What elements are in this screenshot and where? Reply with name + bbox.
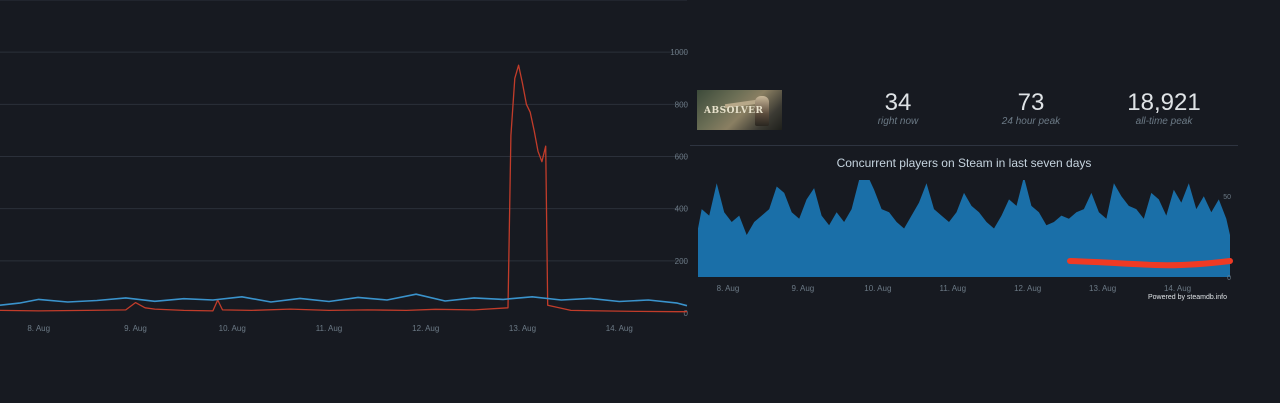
- stat-all-time-peak-value: 18,921: [1127, 89, 1201, 116]
- game-thumbnail[interactable]: ABSOLVER: [697, 90, 782, 130]
- stat-all-time-peak-label: all-time peak: [1135, 116, 1193, 127]
- stat-right-now-value: 34: [884, 89, 912, 116]
- left-y-tick-label: 600: [675, 153, 689, 162]
- left-y-tick-label: 1000: [670, 48, 688, 57]
- stat-all-time-peak: 18,921 all-time peak: [1094, 90, 1234, 128]
- left-series-blue-line: [0, 293, 688, 307]
- thumbnail-logo-text: ABSOLVER: [704, 106, 764, 116]
- left-y-tick-label: 200: [675, 257, 689, 266]
- right-chart: 0 50 8. Aug 9. Aug 10. Aug 11. Aug 12. Aug 13. …: [690, 173, 1238, 310]
- stat-24h-peak-value: 73: [1017, 89, 1045, 116]
- right-x-tick-label: 11. Aug: [939, 284, 966, 293]
- right-y-tick-label: 50: [1223, 194, 1231, 201]
- left-x-tick-label: 10. Aug: [219, 324, 246, 333]
- divider: [690, 145, 1238, 146]
- left-y-tick-label: 800: [675, 100, 689, 109]
- left-y-tick-label: 0: [684, 309, 689, 318]
- right-series-area: [698, 173, 1230, 277]
- right-x-tick-label: 8. Aug: [717, 284, 740, 293]
- left-x-tick-label: 14. Aug: [606, 324, 633, 333]
- right-chart-title: Concurrent players on Steam in last seve…: [836, 156, 1092, 170]
- left-x-tick-label: 9. Aug: [124, 324, 147, 333]
- left-x-tick-label: 13. Aug: [509, 324, 536, 333]
- left-y-tick-label: 400: [675, 205, 689, 214]
- right-x-tick-label: 9. Aug: [792, 284, 815, 293]
- left-series-red-line: [0, 64, 687, 313]
- right-x-tick-label: 13. Aug: [1089, 284, 1116, 293]
- left-x-tick-label: 12. Aug: [412, 324, 439, 333]
- right-chart-svg: 0 50 8. Aug 9. Aug 10. Aug 11. Aug 12. Aug 13. …: [698, 173, 1231, 293]
- stat-24h-peak: 73 24 hour peak: [961, 90, 1101, 128]
- stat-right-now: 34 right now: [828, 90, 968, 128]
- thumbnail-figure-shape: [755, 96, 769, 126]
- stat-24h-peak-label: 24 hour peak: [1001, 116, 1061, 127]
- stat-right-now-label: right now: [877, 116, 919, 127]
- right-y-tick-label: 0: [1227, 275, 1231, 282]
- left-chart-svg: 0 200 400 600 800 1000 8. Aug 9. Aug 10. Aug 11. …: [0, 0, 689, 333]
- right-x-tick-label: 10. Aug: [864, 284, 891, 293]
- powered-by-link[interactable]: Powered by steamdb.info: [1148, 294, 1227, 301]
- right-x-tick-label: 12. Aug: [1014, 284, 1041, 293]
- right-panel: ABSOLVER 34 right now 73 24 hour peak 18…: [690, 0, 1280, 403]
- left-chart: 0 200 400 600 800 1000 8. Aug 9. Aug 10. Aug 11. …: [0, 0, 690, 340]
- left-x-tick-label: 8. Aug: [27, 324, 50, 333]
- right-x-tick-label: 14. Aug: [1164, 284, 1191, 293]
- left-x-tick-label: 11. Aug: [316, 324, 343, 333]
